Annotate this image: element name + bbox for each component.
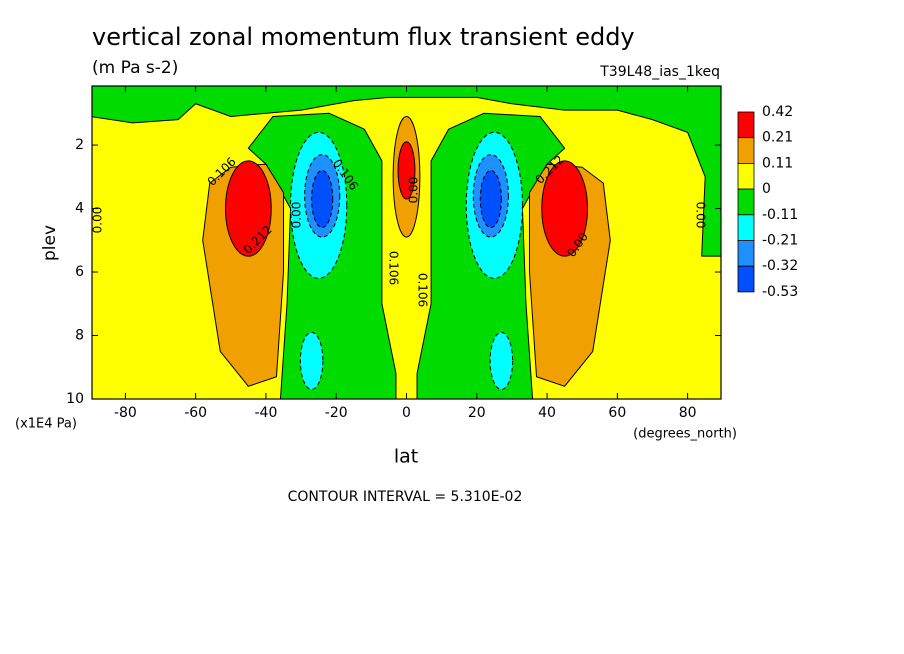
- region: [225, 160, 272, 257]
- colorbar-box: [737, 265, 755, 293]
- y-axis-label: plev: [40, 225, 60, 261]
- x-tick-label: 40: [538, 405, 556, 421]
- colorbar-label: 0.11: [762, 155, 793, 171]
- colorbar-box: [737, 162, 755, 190]
- plot-area: [92, 86, 721, 399]
- footnote: CONTOUR INTERVAL = 5.310E-02: [288, 489, 523, 505]
- x-tick-label: -60: [184, 405, 207, 421]
- x-tick-label: -40: [255, 405, 278, 421]
- contour-label: 0.00: [290, 202, 304, 229]
- colorbar-label: 0: [762, 181, 771, 197]
- region: [397, 141, 416, 200]
- subtitle: (m Pa s-2): [92, 58, 178, 78]
- colorbar-label: -0.11: [762, 207, 798, 223]
- colorbar-label: 0.21: [762, 130, 793, 146]
- contour-label: 0.00: [694, 202, 708, 229]
- chart-title: vertical zonal momentum flux transient e…: [92, 23, 635, 51]
- region: [92, 86, 721, 257]
- x-tick-label: -80: [114, 405, 137, 421]
- x-tick-label: 20: [468, 405, 486, 421]
- x-tick-label: 60: [608, 405, 626, 421]
- region: [489, 331, 514, 390]
- region: [541, 160, 588, 257]
- contour-label: 0.00: [91, 207, 105, 234]
- y-axis-unit: (x1E4 Pa): [15, 417, 77, 432]
- run-label: T39L48_ias_1keq: [599, 64, 720, 80]
- contour-label: 0.106: [416, 273, 430, 307]
- region: [479, 169, 502, 229]
- contour-label: 0.106: [387, 251, 401, 285]
- colorbar-label: 0.42: [762, 104, 793, 120]
- x-tick-label: -20: [325, 405, 348, 421]
- colorbar-box: [737, 188, 755, 216]
- colorbar-label: -0.53: [762, 284, 798, 300]
- region: [311, 169, 334, 229]
- y-tick-label: 8: [75, 328, 84, 344]
- y-tick-label: 2: [75, 137, 84, 153]
- contour-label: 0.00: [407, 177, 421, 204]
- y-tick-label: 6: [75, 264, 84, 280]
- colorbar-box: [737, 137, 755, 164]
- colorbar-box: [737, 111, 755, 139]
- x-axis-unit: (degrees_north): [633, 427, 737, 442]
- x-axis-label: lat: [394, 446, 418, 468]
- colorbar-label: -0.21: [762, 233, 798, 249]
- y-tick-label: 10: [66, 391, 84, 407]
- colorbar-box: [737, 240, 755, 267]
- y-tick-label: 4: [75, 201, 84, 217]
- x-tick-label: 80: [679, 405, 697, 421]
- x-tick-label: 0: [402, 405, 411, 421]
- colorbar-label: -0.32: [762, 258, 798, 274]
- colorbar-box: [737, 214, 755, 241]
- region: [299, 331, 324, 390]
